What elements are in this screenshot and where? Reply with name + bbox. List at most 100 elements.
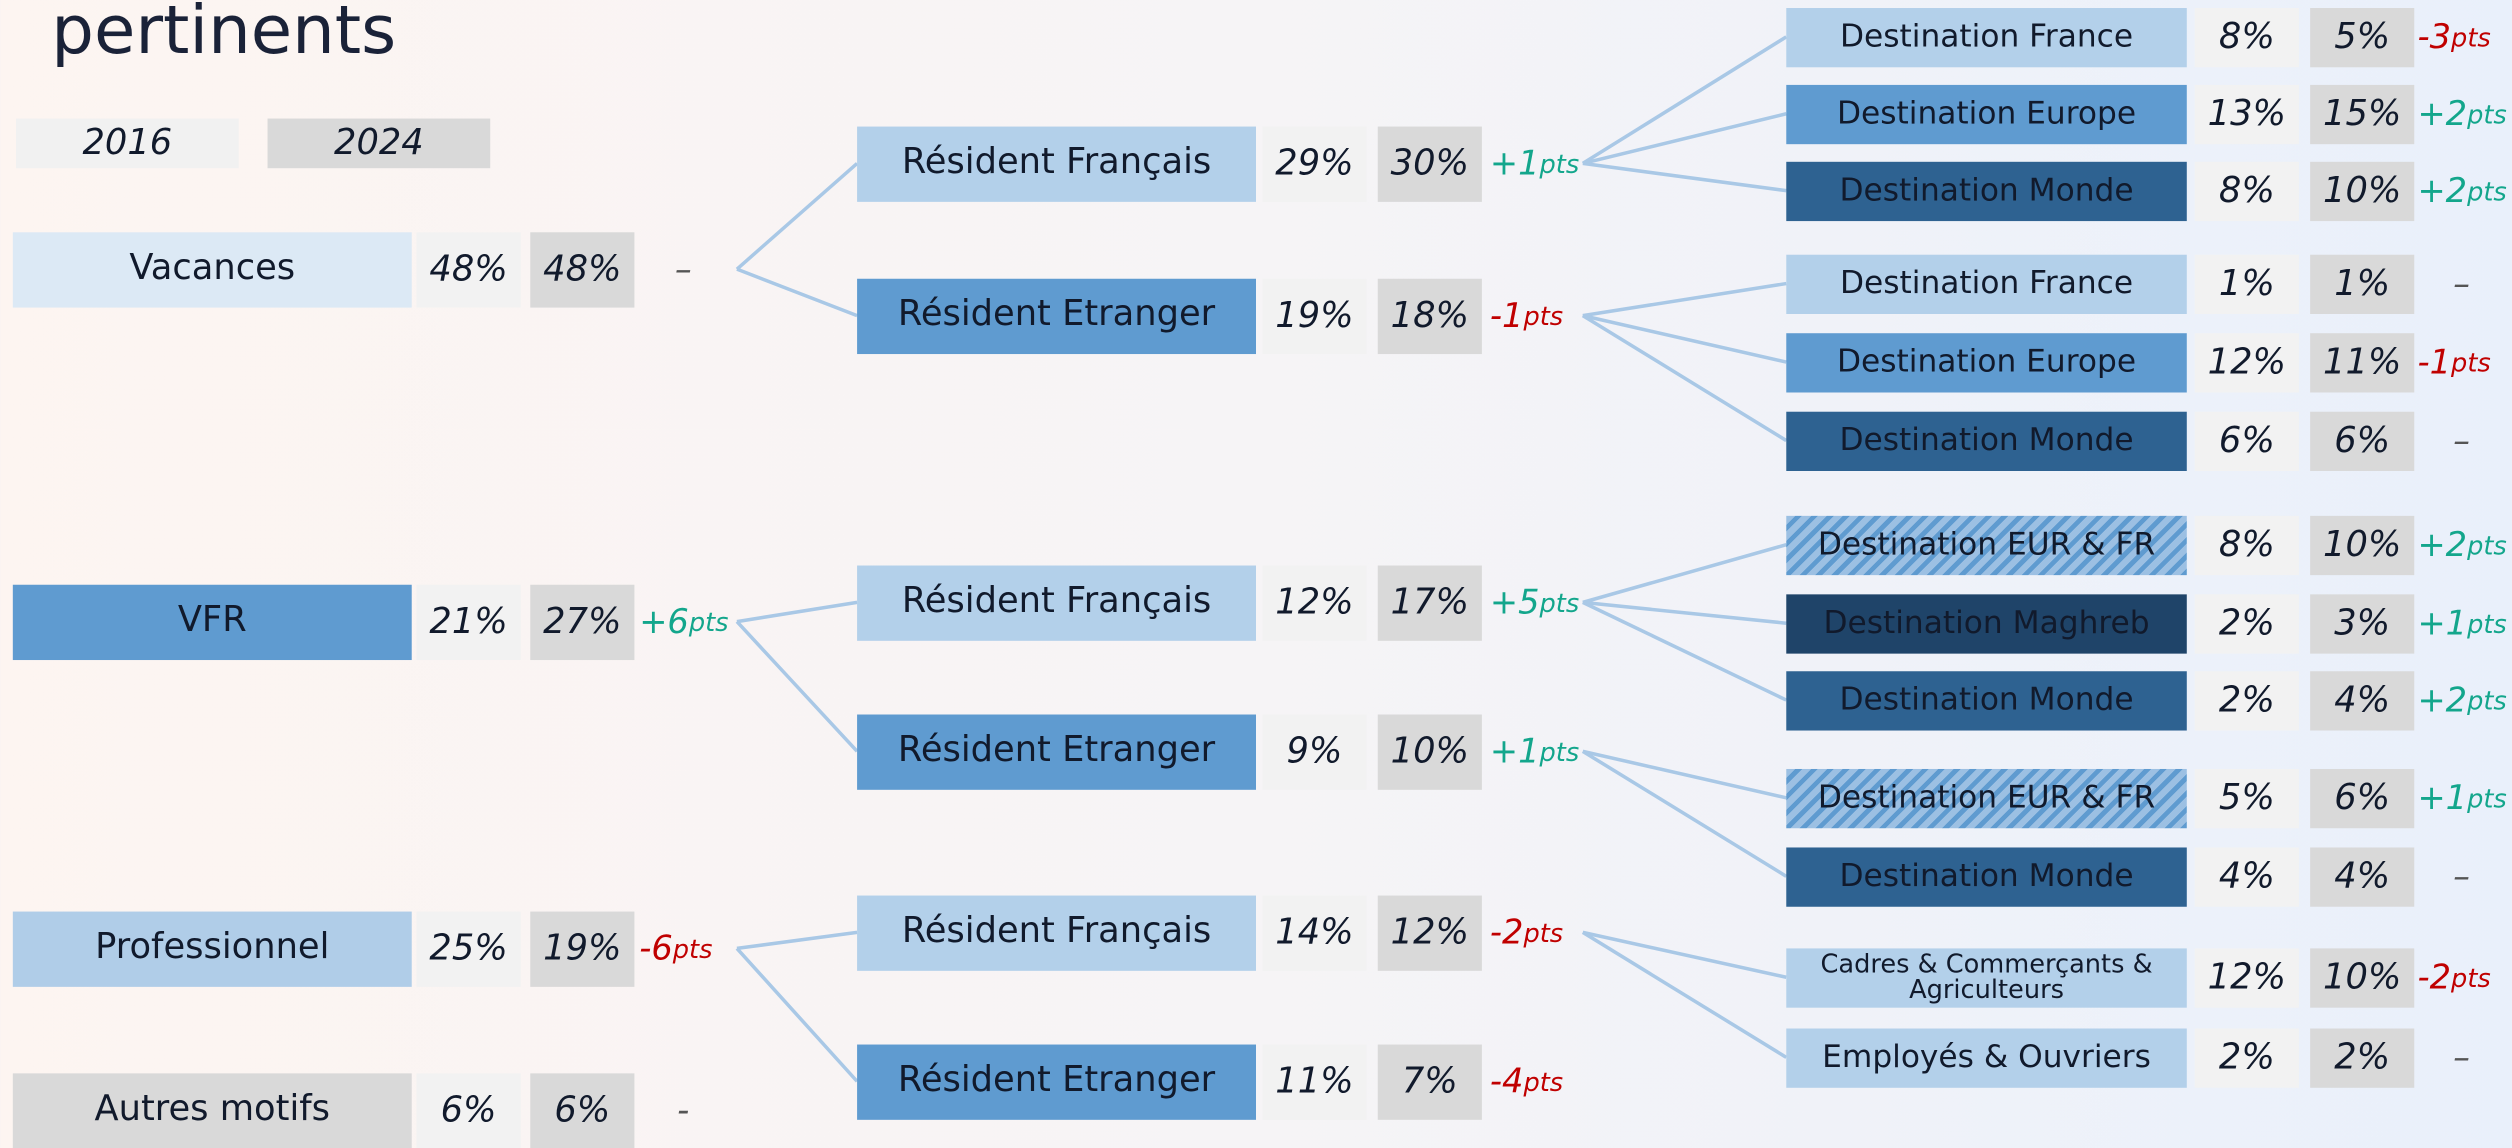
change: -1 pts bbox=[1490, 278, 1586, 353]
change-amount: +1 bbox=[1489, 144, 1540, 183]
change-amount: - bbox=[677, 1090, 690, 1130]
change: -4 pts bbox=[1490, 1044, 1586, 1119]
change-unit: pts bbox=[672, 933, 713, 964]
value-2024: 48% bbox=[530, 231, 635, 307]
node-label: Résident Etranger bbox=[857, 713, 1256, 790]
change: +1 pts bbox=[1490, 714, 1586, 789]
connector bbox=[1581, 930, 1788, 1059]
value-2024: 18% bbox=[1377, 277, 1482, 354]
node-label: Destination Monde bbox=[1786, 161, 2187, 221]
value-2016: 5% bbox=[2194, 768, 2299, 828]
value-2016: 2% bbox=[2194, 1027, 2299, 1087]
connector bbox=[1582, 600, 1787, 625]
value-2016: 12% bbox=[1262, 564, 1367, 641]
value-2016: 2% bbox=[2194, 670, 2299, 730]
node-label: Destination France bbox=[1786, 253, 2187, 314]
value-2016: 12% bbox=[2194, 947, 2299, 1007]
change-unit: pts bbox=[2467, 684, 2507, 716]
change: -2 pts bbox=[1490, 895, 1586, 970]
connector bbox=[736, 600, 858, 624]
value-2016: 12% bbox=[2194, 332, 2299, 392]
value-2024: 4% bbox=[2310, 670, 2415, 730]
connector bbox=[736, 267, 858, 318]
change-amount: -1 bbox=[2417, 342, 2452, 382]
node-label: Destination Europe bbox=[1786, 332, 2187, 392]
value-2024: 17% bbox=[1377, 564, 1482, 641]
change: +2 pts bbox=[2417, 670, 2512, 729]
node-label: Professionnel bbox=[12, 910, 412, 987]
change: +5 pts bbox=[1490, 565, 1586, 640]
connector bbox=[1582, 749, 1787, 800]
legend-2024: 2024 bbox=[267, 118, 491, 169]
node-label: Destination EUR & FR bbox=[1786, 515, 2187, 575]
change-amount: -2 bbox=[2417, 958, 2452, 997]
node-label: VFR bbox=[12, 583, 412, 660]
change: – bbox=[2417, 254, 2505, 313]
change-unit: pts bbox=[1539, 587, 1580, 618]
value-2016: 6% bbox=[2194, 410, 2299, 471]
value-2016: 1% bbox=[2194, 253, 2299, 314]
connector bbox=[736, 930, 858, 951]
change-unit: pts bbox=[1539, 148, 1580, 179]
value-2016: 48% bbox=[416, 231, 521, 307]
value-2016: 2% bbox=[2194, 593, 2299, 653]
change-amount: – bbox=[2453, 421, 2470, 460]
node-label: Résident Etranger bbox=[857, 1043, 1256, 1120]
value-2024: 6% bbox=[2310, 410, 2415, 471]
title: pertinents bbox=[51, 0, 397, 69]
connector bbox=[1581, 749, 1788, 878]
value-2024: 11% bbox=[2310, 332, 2415, 392]
value-2016: 13% bbox=[2194, 84, 2299, 144]
value-2024: 19% bbox=[530, 910, 635, 987]
legend-2016: 2016 bbox=[16, 118, 239, 169]
change-amount: – bbox=[2453, 264, 2470, 303]
change-unit: pts bbox=[1523, 1066, 1564, 1097]
value-2024: 10% bbox=[1377, 713, 1482, 790]
change: -1 pts bbox=[2417, 332, 2512, 391]
value-2024: 12% bbox=[1377, 894, 1482, 971]
connector bbox=[1582, 600, 1788, 702]
node-label: Destination Monde bbox=[1786, 846, 2187, 906]
change: +6 pts bbox=[639, 584, 735, 659]
connector bbox=[1582, 930, 1787, 979]
change-unit: pts bbox=[2467, 529, 2507, 560]
node-label: Autres motifs bbox=[12, 1072, 412, 1148]
change-amount: – bbox=[2453, 1038, 2470, 1077]
value-2016: 19% bbox=[1262, 277, 1367, 354]
value-2024: 10% bbox=[2310, 161, 2415, 221]
value-2024: 30% bbox=[1377, 125, 1482, 202]
value-2024: 7% bbox=[1377, 1043, 1482, 1120]
value-2024: 5% bbox=[2310, 7, 2415, 67]
change: +1 pts bbox=[1490, 126, 1586, 201]
change: +2 pts bbox=[2417, 161, 2512, 220]
connector bbox=[735, 620, 859, 753]
value-2016: 8% bbox=[2194, 161, 2299, 221]
value-2016: 8% bbox=[2194, 515, 2299, 575]
change-amount: +6 bbox=[639, 602, 689, 641]
change-unit: pts bbox=[688, 606, 729, 637]
change-amount: +1 bbox=[2417, 778, 2468, 818]
change-amount: -2 bbox=[1489, 913, 1524, 952]
node-label: Vacances bbox=[12, 231, 412, 307]
change: +2 pts bbox=[2417, 515, 2512, 574]
change-amount: +2 bbox=[2417, 680, 2468, 720]
value-2024: 1% bbox=[2310, 253, 2415, 314]
connector bbox=[1582, 542, 1787, 605]
connector bbox=[1581, 314, 1788, 443]
value-2016: 8% bbox=[2194, 7, 2299, 67]
change-amount: +2 bbox=[2417, 525, 2468, 564]
connector bbox=[1582, 313, 1787, 364]
value-2024: 15% bbox=[2310, 84, 2415, 144]
change-unit: pts bbox=[2467, 607, 2507, 639]
value-2016: 21% bbox=[416, 583, 521, 660]
change: +2 pts bbox=[2417, 84, 2512, 143]
change-amount: -3 bbox=[2417, 17, 2452, 57]
node-label: Destination France bbox=[1786, 7, 2187, 67]
change-unit: pts bbox=[2467, 782, 2507, 814]
change: +1 pts bbox=[2417, 768, 2512, 827]
connector bbox=[1582, 112, 1787, 166]
change-amount: -1 bbox=[1489, 296, 1524, 335]
value-2024: 4% bbox=[2310, 846, 2415, 906]
connector bbox=[1582, 161, 1787, 193]
node-label: Cadres & Commerçants & Agriculteurs bbox=[1786, 947, 2187, 1007]
